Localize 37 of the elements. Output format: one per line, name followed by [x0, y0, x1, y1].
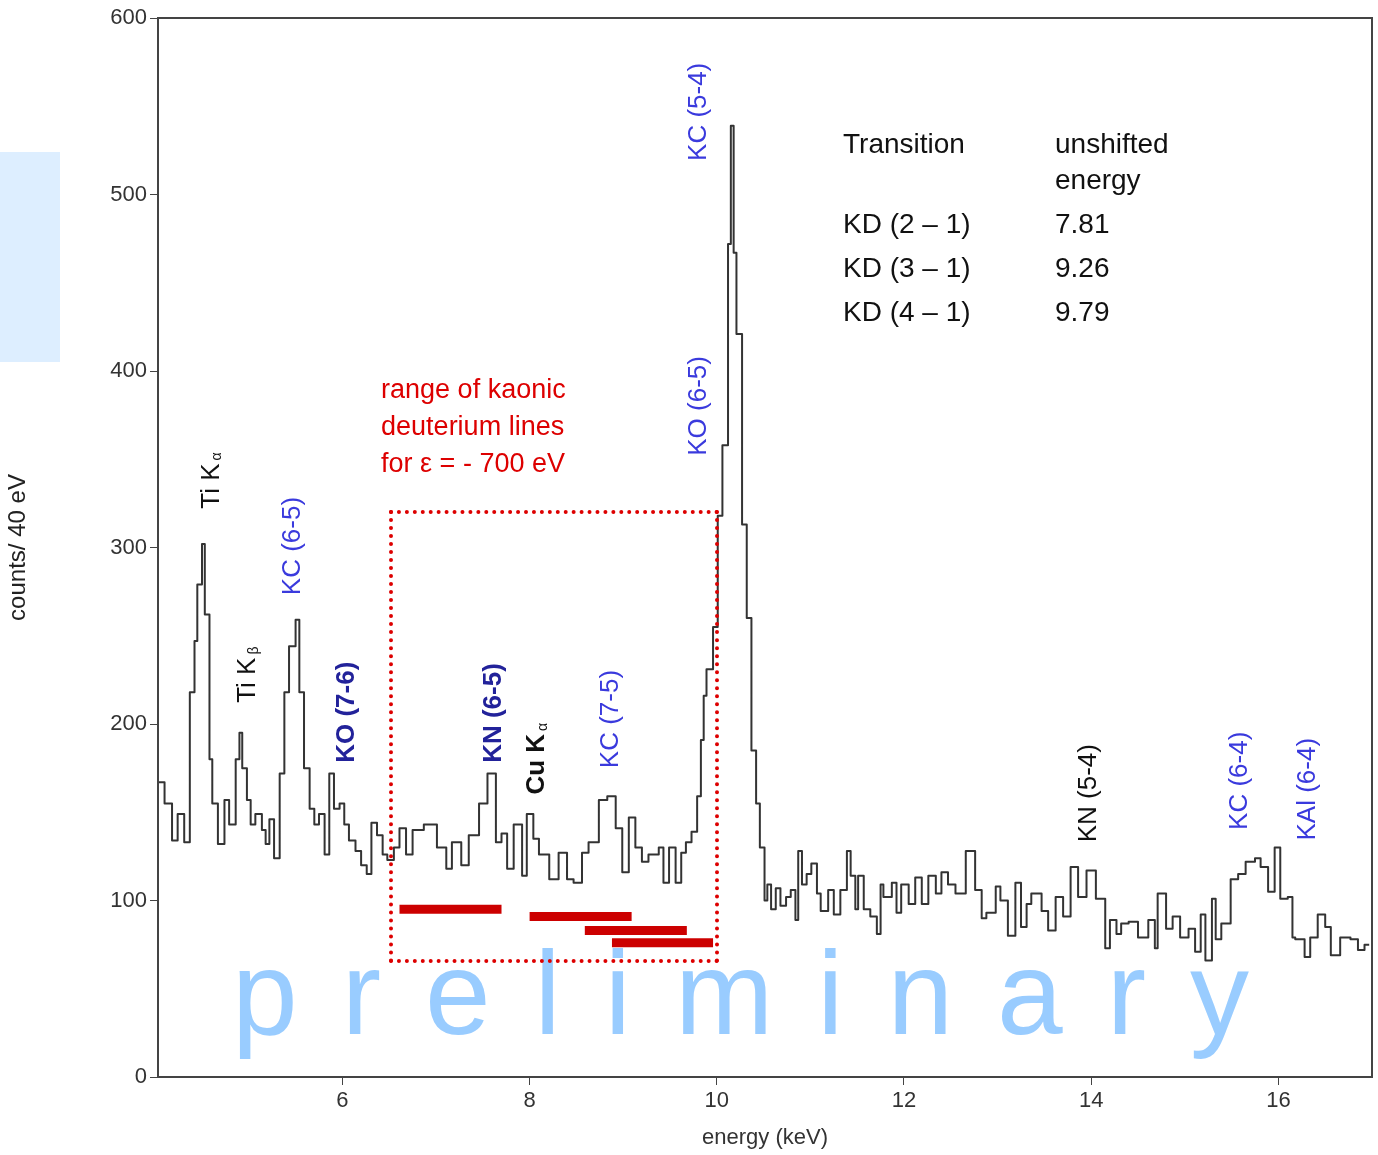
annotation: KO (6-5) [682, 356, 713, 456]
y-tick-label: 100 [110, 886, 147, 912]
annotation: Ti Kβ [231, 646, 262, 703]
y-tick-label: 500 [110, 180, 147, 206]
annotation: 9.26 [1055, 251, 1111, 285]
annotation: KC (6-5) [275, 496, 306, 596]
x-tick-label: 8 [523, 1087, 536, 1113]
annotation: unshifted energy [1055, 127, 1170, 197]
annotation: KC (7-5) [594, 669, 625, 769]
y-tick-label: 200 [110, 710, 147, 736]
y-tick-label: 0 [134, 1063, 147, 1089]
annotation: KD (3 – 1) [843, 251, 972, 285]
annotation: range of kaonic deuterium lines for ε = - 700 eV [381, 374, 566, 479]
x-tick-label: 16 [1266, 1087, 1291, 1113]
annotation: preliminary [232, 926, 1294, 1061]
x-tick-label: 14 [1078, 1087, 1104, 1113]
annotation: KO (7-6) [330, 661, 361, 763]
y-tick-label: 300 [110, 533, 147, 559]
annotation: KC (6-4) [1223, 731, 1254, 830]
annotation: Transition [843, 127, 966, 161]
x-tick-label: 10 [704, 1087, 730, 1113]
annotation: KN (5-4) [1071, 744, 1102, 843]
x-tick-label: 6 [336, 1087, 349, 1113]
y-tick-label: 400 [110, 357, 147, 383]
annotation: Cu Kα [520, 722, 551, 795]
y-axis-title: counts/ 40 eV [3, 474, 31, 621]
y-tick-label: 600 [110, 4, 147, 30]
annotation: 7.81 [1055, 207, 1111, 241]
x-axis-title: energy (keV) [702, 1123, 828, 1149]
annotation: KAl (6-4) [1290, 737, 1321, 841]
annotation: Ti Kα [194, 452, 225, 509]
annotation: KC (5-4) [682, 62, 713, 161]
annotation: KD (2 – 1) [843, 207, 972, 241]
annotation: KD (4 – 1) [843, 295, 972, 329]
x-tick-label: 12 [891, 1087, 917, 1113]
annotation: KN (6-5) [477, 663, 508, 763]
annotation: 9.79 [1055, 295, 1111, 329]
